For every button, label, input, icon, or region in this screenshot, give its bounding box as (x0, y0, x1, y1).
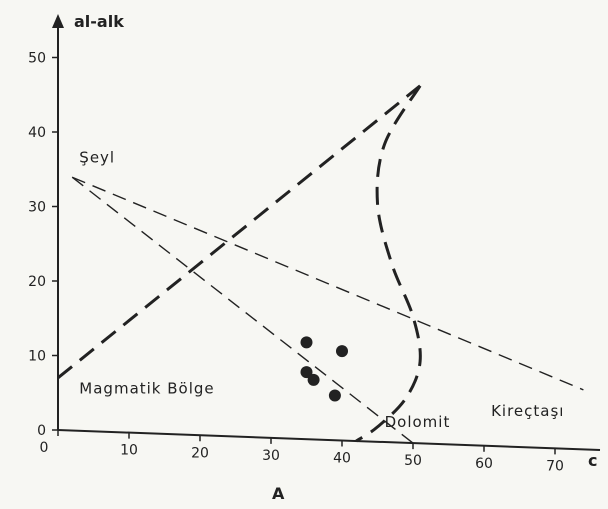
x-tick-label: 50 (404, 453, 422, 469)
axes: al-alk c A (52, 12, 601, 503)
x-tick-label: 20 (191, 445, 209, 461)
region-labels: Şeyl Magmatik Bölge Dolomit Kireçtaşı (79, 149, 564, 432)
y-axis-arrow (52, 14, 64, 28)
y-axis-title: al-alk (74, 12, 124, 31)
data-point (300, 366, 313, 379)
x-tick-label: 0 (40, 440, 49, 456)
region-label: Dolomit (385, 413, 451, 431)
tick-group: 0 10 20 30 40 50 0 10 20 30 40 50 60 70 (28, 51, 564, 475)
guide-line-2 (71, 176, 414, 444)
boundary-curve (355, 85, 422, 443)
x-tick-label: 40 (333, 451, 351, 467)
guide-lines (57, 84, 584, 444)
data-point (336, 345, 348, 358)
x-tick-label: 10 (120, 443, 138, 459)
data-point (328, 389, 341, 402)
y-tick-label: 40 (28, 125, 46, 141)
y-tick-label: 20 (28, 274, 46, 290)
data-point (307, 373, 320, 386)
data-point (300, 336, 313, 349)
y-tick-label: 30 (28, 200, 46, 216)
y-tick-label: 50 (28, 51, 46, 67)
x-tick-label: 70 (546, 458, 564, 474)
figure-caption: A (272, 484, 285, 503)
guide-line-1 (71, 176, 584, 391)
guide-line-3 (57, 84, 422, 380)
x-axis-line (57, 429, 601, 451)
region-label: Şeyl (79, 149, 115, 167)
x-axis-title: c (588, 451, 597, 470)
x-tick-label: 60 (475, 456, 493, 472)
x-tick-label: 30 (262, 448, 280, 464)
y-tick-label: 0 (37, 423, 46, 439)
region-label: Kireçtaşı (491, 402, 564, 420)
y-tick-label: 10 (28, 349, 46, 365)
region-label: Magmatik Bölge (79, 380, 214, 398)
data-points (300, 336, 348, 402)
